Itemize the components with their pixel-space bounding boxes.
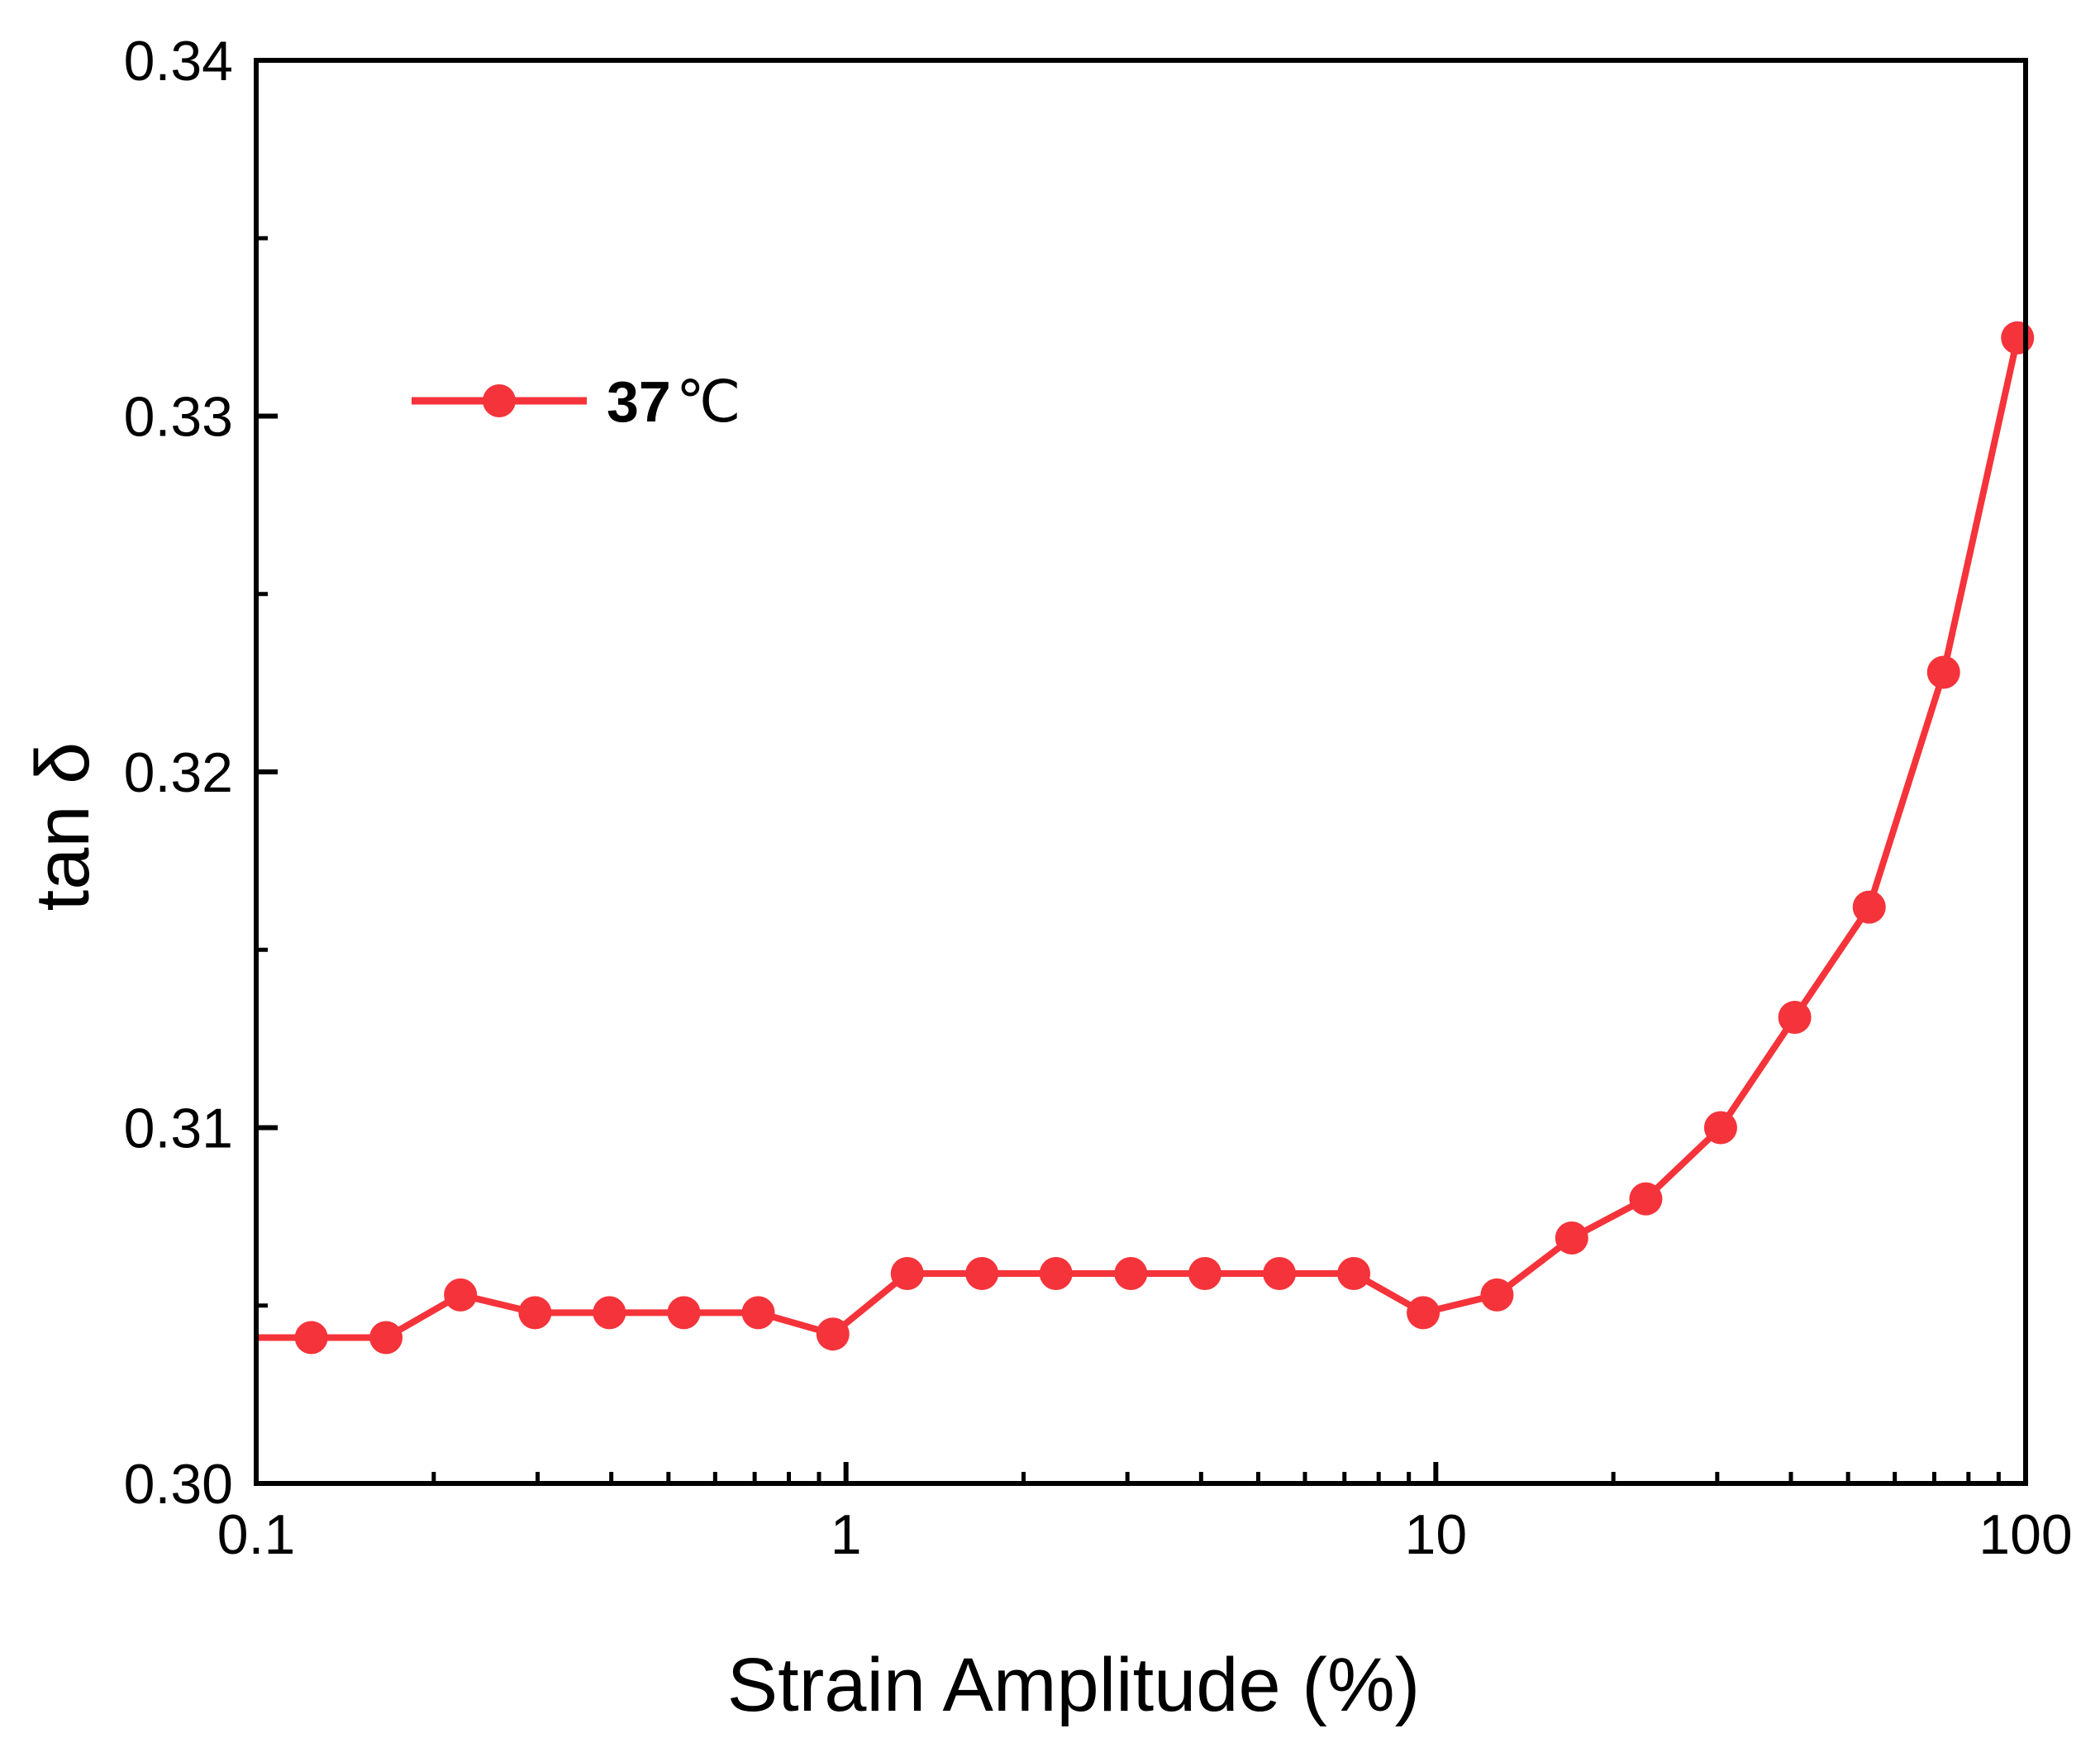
- legend-unit: ℃: [676, 371, 741, 435]
- data-point: [890, 1257, 924, 1291]
- series-line: [256, 336, 2021, 1341]
- legend-dot-marker: [483, 384, 516, 417]
- data-point: [1039, 1257, 1073, 1291]
- data-point: [1703, 1111, 1737, 1145]
- data-point: [1407, 1296, 1440, 1330]
- data-point: [816, 1317, 850, 1351]
- legend-label: 37℃: [607, 369, 741, 435]
- plot-frame: [254, 58, 2028, 1486]
- data-point: [294, 1321, 328, 1355]
- x-axis-title: Strain Amplitude (%): [727, 1643, 1421, 1727]
- data-point: [518, 1296, 552, 1330]
- data-point: [2001, 321, 2035, 355]
- data-point: [1555, 1221, 1588, 1255]
- y-tick-label: 0.33: [124, 386, 233, 449]
- data-point: [667, 1296, 701, 1330]
- x-tick-label: 100: [1979, 1503, 2072, 1566]
- data-point: [1337, 1257, 1371, 1291]
- x-tick-label: 10: [1405, 1503, 1468, 1566]
- series-layer: [256, 321, 2035, 1355]
- data-point: [1926, 655, 1960, 689]
- data-point: [593, 1296, 626, 1330]
- x-tick-label: 1: [831, 1503, 862, 1566]
- data-point: [1114, 1257, 1148, 1291]
- y-tick-label: 0.30: [124, 1453, 233, 1516]
- data-point: [1852, 890, 1886, 924]
- data-point: [1188, 1257, 1221, 1291]
- y-axis-title: tan δ: [21, 742, 105, 912]
- data-point: [369, 1321, 403, 1355]
- data-point: [1778, 1001, 1812, 1035]
- y-tick-label: 0.34: [124, 30, 233, 93]
- data-point: [741, 1296, 775, 1330]
- tick-labels: 0.1 1 10 100 0.30 0.31 0.32 0.33 0.34: [124, 30, 2073, 1566]
- data-point: [444, 1278, 478, 1312]
- y-tick-label: 0.32: [124, 741, 233, 804]
- data-point: [1480, 1278, 1514, 1312]
- minor-ticks: [256, 236, 2001, 1483]
- x-tick-label: 0.1: [217, 1503, 296, 1566]
- y-tick-label: 0.31: [124, 1098, 233, 1160]
- legend: 37℃: [412, 369, 741, 435]
- data-point: [1263, 1257, 1297, 1291]
- data-point: [965, 1257, 999, 1291]
- legend-number: 37: [607, 369, 671, 434]
- data-point: [1629, 1182, 1663, 1216]
